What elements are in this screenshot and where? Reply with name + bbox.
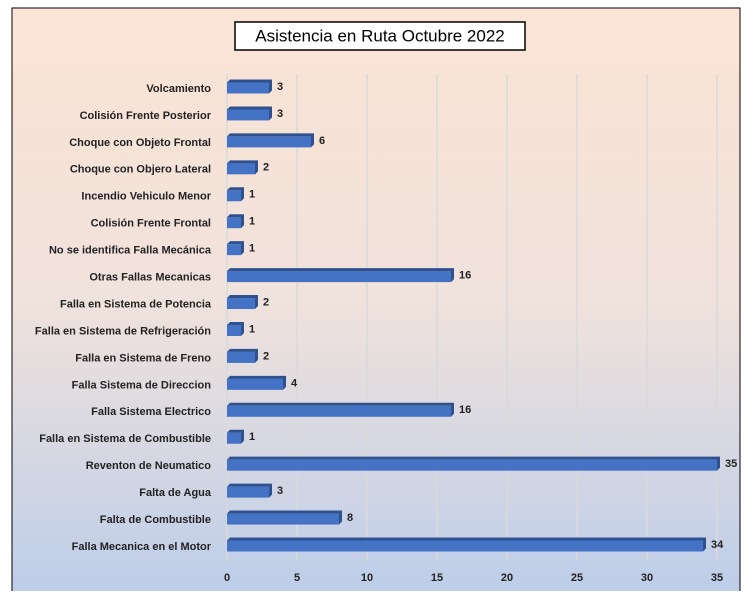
data-label: 34 xyxy=(711,539,724,551)
bar-depth xyxy=(227,348,258,363)
y-tick-label: Falla en Sistema de Refrigeración xyxy=(35,325,211,337)
x-tick-label: 10 xyxy=(361,572,373,584)
data-label: 3 xyxy=(277,108,283,120)
bar xyxy=(227,190,241,202)
bar-depth xyxy=(227,537,706,552)
chart-background xyxy=(11,7,741,596)
y-tick-label: No se identifica Falla Mecánica xyxy=(49,245,212,257)
bar xyxy=(227,163,255,175)
data-label: 3 xyxy=(277,485,283,497)
bar xyxy=(227,298,255,310)
data-label: 16 xyxy=(459,404,471,416)
bar xyxy=(227,82,269,94)
x-tick-label: 20 xyxy=(501,572,513,584)
x-tick-label: 0 xyxy=(224,572,230,584)
data-label: 16 xyxy=(459,269,471,281)
data-label: 35 xyxy=(725,458,737,470)
bar-depth xyxy=(227,402,454,417)
data-label: 3 xyxy=(277,81,283,93)
y-tick-label: Falla Sistema Electrico xyxy=(91,406,211,418)
bar xyxy=(227,217,241,229)
data-label: 4 xyxy=(291,377,298,389)
bar xyxy=(227,405,451,417)
bar xyxy=(227,486,269,498)
bar xyxy=(227,324,241,336)
data-label: 1 xyxy=(249,243,255,255)
data-label: 1 xyxy=(249,216,255,228)
y-tick-label: Choque con Objero Lateral xyxy=(70,164,211,176)
y-tick-label: Falta de Agua xyxy=(139,487,212,499)
bar xyxy=(227,378,283,390)
y-tick-label: Reventon de Neumatico xyxy=(86,460,212,472)
bar-depth xyxy=(227,106,272,121)
bar xyxy=(227,271,451,283)
y-tick-label: Incendio Vehiculo Menor xyxy=(81,191,211,203)
x-tick-label: 25 xyxy=(571,572,583,584)
data-label: 6 xyxy=(319,135,325,147)
bar-depth xyxy=(227,429,244,444)
data-label: 8 xyxy=(347,512,353,524)
bar-depth xyxy=(227,456,720,471)
x-tick-label: 15 xyxy=(431,572,443,584)
bar-depth xyxy=(227,214,244,229)
bar-depth xyxy=(227,295,258,310)
bar xyxy=(227,540,703,552)
bar xyxy=(227,109,269,121)
data-label: 2 xyxy=(263,162,269,174)
bar-depth xyxy=(227,79,272,94)
y-tick-label: Otras Fallas Mecanicas xyxy=(89,271,211,283)
y-tick-label: Choque con Objeto Frontal xyxy=(69,137,211,149)
bar-depth xyxy=(227,133,314,148)
x-tick-label: 35 xyxy=(711,572,723,584)
chart-title: Asistencia en Ruta Octubre 2022 xyxy=(255,26,504,45)
bar-depth xyxy=(227,160,258,175)
data-label: 1 xyxy=(249,323,255,335)
bar xyxy=(227,513,339,525)
bar-depth xyxy=(227,268,454,283)
data-label: 1 xyxy=(249,431,255,443)
y-tick-label: Falla en Sistema de Freno xyxy=(75,352,211,364)
bar xyxy=(227,459,717,471)
y-tick-label: Falla Sistema de Direccion xyxy=(72,379,212,391)
bar xyxy=(227,351,255,363)
y-tick-label: Volcamiento xyxy=(146,83,211,95)
y-tick-label: Falla en Sistema de Potencia xyxy=(60,298,212,310)
x-tick-label: 5 xyxy=(294,572,300,584)
bar xyxy=(227,432,241,444)
bar-depth xyxy=(227,483,272,498)
y-tick-label: Colisión Frente Frontal xyxy=(91,218,211,230)
bar-depth xyxy=(227,321,244,336)
data-label: 2 xyxy=(263,350,269,362)
bar-depth xyxy=(227,375,286,390)
x-tick-label: 30 xyxy=(641,572,653,584)
bar-depth xyxy=(227,187,244,202)
bar-depth xyxy=(227,510,342,525)
bar xyxy=(227,136,311,148)
y-tick-label: Falla en Sistema de Combustible xyxy=(39,433,211,445)
y-tick-label: Colisión Frente Posterior xyxy=(80,110,212,122)
y-tick-label: Falta de Combustible xyxy=(100,514,211,526)
data-label: 2 xyxy=(263,296,269,308)
data-label: 1 xyxy=(249,189,255,201)
bar-depth xyxy=(227,241,244,256)
bar xyxy=(227,244,241,256)
y-tick-label: Falla Mecanica en el Motor xyxy=(72,541,212,553)
title-box xyxy=(234,21,526,51)
